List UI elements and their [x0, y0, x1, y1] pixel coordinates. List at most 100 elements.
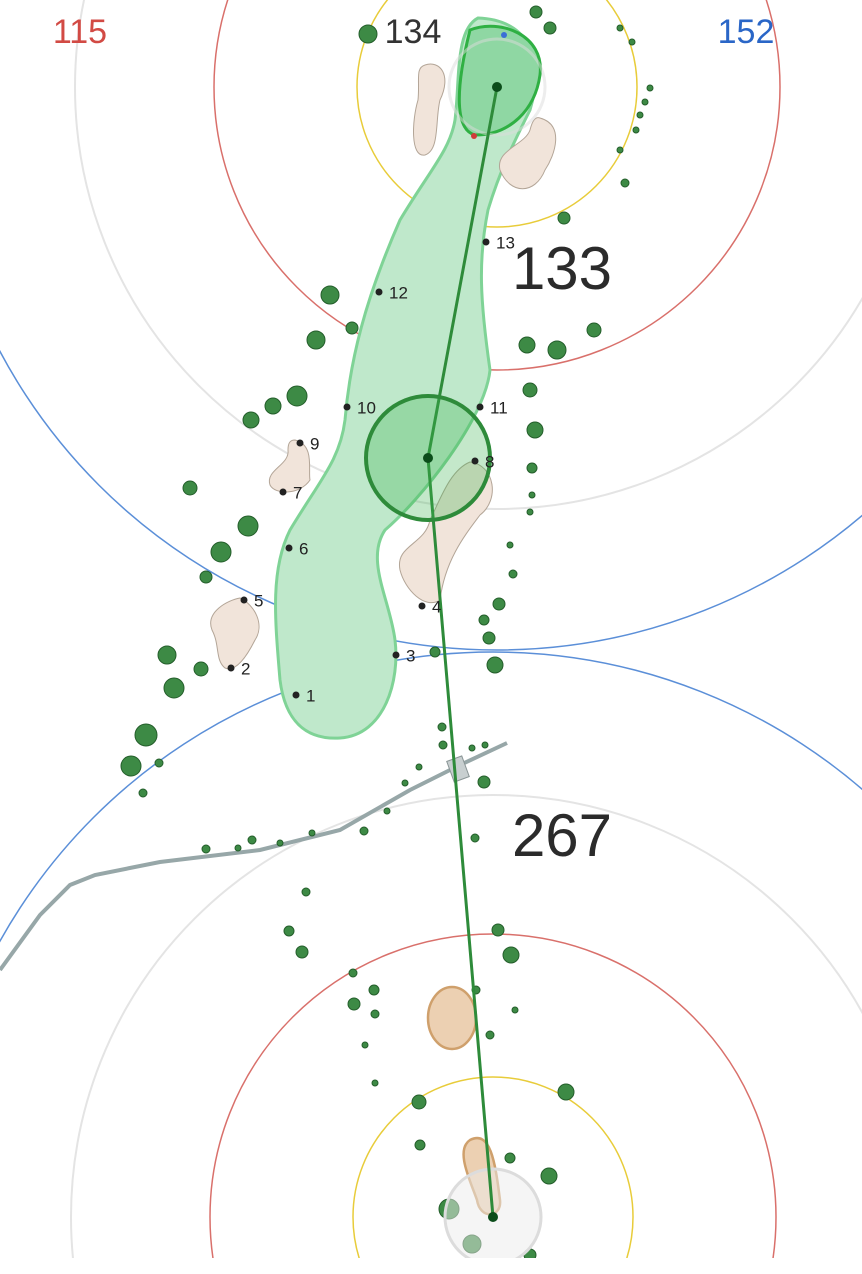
- tree: [264, 397, 282, 415]
- marker-dot: [279, 488, 287, 496]
- tree: [478, 614, 490, 626]
- tree: [210, 541, 232, 563]
- cart-path: [0, 741, 508, 972]
- back-distance: 152: [718, 13, 775, 51]
- ring: [70, 794, 862, 1258]
- tree: [477, 775, 491, 789]
- tree: [482, 631, 496, 645]
- tree: [120, 755, 142, 777]
- marker-label: 11: [490, 398, 508, 417]
- pin-point: [492, 82, 502, 92]
- tree: [358, 24, 378, 44]
- tree: [138, 788, 148, 798]
- tree: [368, 984, 380, 996]
- tree: [636, 111, 644, 119]
- marker-dot: [227, 664, 235, 672]
- tree: [492, 597, 506, 611]
- bunker: [413, 63, 446, 156]
- tree: [301, 887, 311, 897]
- tree: [234, 844, 242, 852]
- tree: [485, 1030, 495, 1040]
- fairway: [274, 16, 538, 740]
- marker-dot: [292, 691, 300, 699]
- tree: [383, 807, 391, 815]
- tree: [415, 763, 423, 771]
- distance-from-tee: 267: [512, 802, 612, 869]
- tree: [193, 661, 209, 677]
- tree: [506, 541, 514, 549]
- marker-dot: [471, 457, 479, 465]
- ring: [352, 1076, 634, 1258]
- marker-dot: [476, 403, 484, 411]
- tree: [199, 570, 213, 584]
- tree: [543, 21, 557, 35]
- marker-label: 12: [389, 283, 408, 302]
- tree: [547, 340, 567, 360]
- tree: [491, 923, 505, 937]
- ring: [74, 0, 862, 510]
- tree: [306, 330, 326, 350]
- marker-label: 5: [254, 591, 263, 610]
- pin-circle: [447, 37, 547, 137]
- tree: [557, 211, 571, 225]
- tree: [429, 646, 441, 658]
- bunker: [499, 117, 557, 190]
- tree: [414, 1139, 426, 1151]
- bunker: [268, 439, 311, 493]
- ring: [0, 349, 862, 651]
- tree: [308, 829, 316, 837]
- tree: [586, 322, 602, 338]
- green-back-dot: [501, 32, 507, 38]
- target-point[interactable]: [423, 453, 433, 463]
- ring: [0, 651, 862, 943]
- tree: [620, 178, 630, 188]
- tree: [348, 968, 358, 978]
- bunker: [426, 985, 478, 1051]
- marker-label: 2: [241, 659, 250, 678]
- tree: [526, 421, 544, 439]
- tree: [154, 758, 164, 768]
- tree: [320, 285, 340, 305]
- marker-label: 1: [306, 686, 315, 705]
- tree: [371, 1079, 379, 1087]
- marker-label: 4: [432, 597, 441, 616]
- tree: [359, 826, 369, 836]
- marker-dot: [482, 238, 490, 246]
- tree: [646, 84, 654, 92]
- marker-dot: [296, 439, 304, 447]
- green: [457, 24, 542, 137]
- tree: [526, 508, 534, 516]
- marker-dot: [418, 602, 426, 610]
- marker-dot: [392, 651, 400, 659]
- marker-dot: [240, 596, 248, 604]
- tree: [528, 491, 536, 499]
- tree: [504, 1152, 516, 1164]
- tree: [508, 569, 518, 579]
- marker-label: 7: [293, 483, 302, 502]
- tree: [468, 744, 476, 752]
- tree: [295, 945, 309, 959]
- marker-label: 9: [310, 434, 319, 453]
- tree: [345, 321, 359, 335]
- tree: [411, 1094, 427, 1110]
- bunker: [210, 597, 260, 670]
- marker-label: 8: [485, 452, 494, 471]
- tree: [616, 146, 624, 154]
- structure: [446, 755, 470, 783]
- marker-label: 13: [496, 233, 515, 252]
- ring: [356, 0, 638, 228]
- tree: [361, 1041, 369, 1049]
- front-distance: 115: [53, 13, 107, 51]
- marker-label: 10: [357, 398, 376, 417]
- tree: [616, 24, 624, 32]
- tree: [347, 997, 361, 1011]
- tree: [283, 925, 295, 937]
- tree: [247, 835, 257, 845]
- tree: [632, 126, 640, 134]
- tree: [182, 480, 198, 496]
- tree: [201, 844, 211, 854]
- green-front-dot: [471, 133, 477, 139]
- tree: [628, 38, 636, 46]
